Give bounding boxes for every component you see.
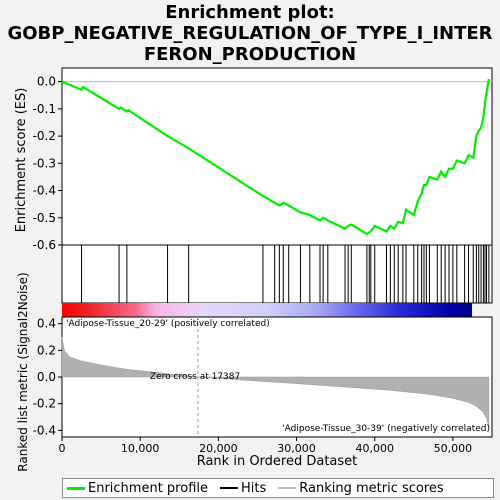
legend: Enrichment profile Hits Ranking metric s… <box>62 478 494 498</box>
metric-tick-label: -0.4 <box>33 423 56 437</box>
x-tick-label: 0 <box>59 442 66 455</box>
es-tick-label: 0.0 <box>37 75 56 89</box>
metric-tick-label: 0.2 <box>37 343 56 357</box>
x-axis-label: Rank in Ordered Dataset <box>197 454 358 469</box>
negative-label: 'Adipose-Tissue_30-39' (negatively corre… <box>282 424 490 434</box>
es-tick-label: -0.4 <box>33 184 56 198</box>
metric-axis-label: Ranked list metric (Signal2Noise) <box>16 272 30 471</box>
es-plot-frame <box>61 67 493 246</box>
rank-bar <box>62 303 472 317</box>
es-tick-label: -0.2 <box>33 129 56 143</box>
x-tick-label: 50,000 <box>434 442 473 455</box>
zero-cross-label: Zero cross at 17387 <box>150 372 240 382</box>
title-line-2: GOBP_NEGATIVE_REGULATION_OF_TYPE_I_INTER <box>7 23 493 44</box>
es-panel: 0.0 -0.1 -0.2 -0.3 -0.4 -0.5 -0.6 <box>33 67 493 252</box>
legend-hits-label: Hits <box>241 480 267 496</box>
legend-item-profile: Enrichment profile <box>67 481 208 496</box>
legend-profile-label: Enrichment profile <box>88 480 208 496</box>
metric-tick-label: 0.0 <box>37 370 56 384</box>
es-tick-label: -0.3 <box>33 156 56 170</box>
rank-color-bar <box>62 303 472 317</box>
es-axis-label: Enrichment score (ES) <box>14 88 29 233</box>
x-tick-label: 30,000 <box>277 442 316 455</box>
es-tick-label: -0.1 <box>33 102 56 116</box>
x-tick-label: 10,000 <box>121 442 160 455</box>
legend-profile-swatch <box>67 486 85 490</box>
legend-metric-label: Ranking metric scores <box>299 480 444 496</box>
metric-panel: 0.4 0.2 0.0 -0.2 -0.4 Zero cross at 17387 'Adi… <box>33 316 493 438</box>
legend-hits-swatch <box>220 487 238 489</box>
es-tick-label: -0.6 <box>33 238 56 252</box>
metric-tick-label: 0.4 <box>37 317 56 331</box>
title-line-3: FERON_PRODUCTION <box>143 44 357 65</box>
chart-title: Enrichment plot: GOBP_NEGATIVE_REGULATIO… <box>0 2 500 65</box>
positive-label: 'Adipose-Tissue_20-29' (positively corre… <box>66 319 270 329</box>
x-tick-label: 20,000 <box>199 442 238 455</box>
enrichment-profile-line <box>61 78 490 236</box>
ranking-metric-area <box>61 336 490 428</box>
hits-frame <box>61 244 493 304</box>
legend-item-hits: Hits <box>220 481 266 496</box>
legend-metric-swatch <box>278 487 297 489</box>
es-tick-label: -0.5 <box>33 211 56 225</box>
x-axis: 0 10,000 20,000 30,000 40,000 50,000 <box>59 437 473 455</box>
metric-tick-label: -0.2 <box>33 397 56 411</box>
legend-item-metric: Ranking metric scores <box>278 480 444 496</box>
hits-panel <box>61 244 493 304</box>
title-line-1: Enrichment plot: <box>165 2 335 23</box>
x-tick-label: 40,000 <box>355 442 394 455</box>
